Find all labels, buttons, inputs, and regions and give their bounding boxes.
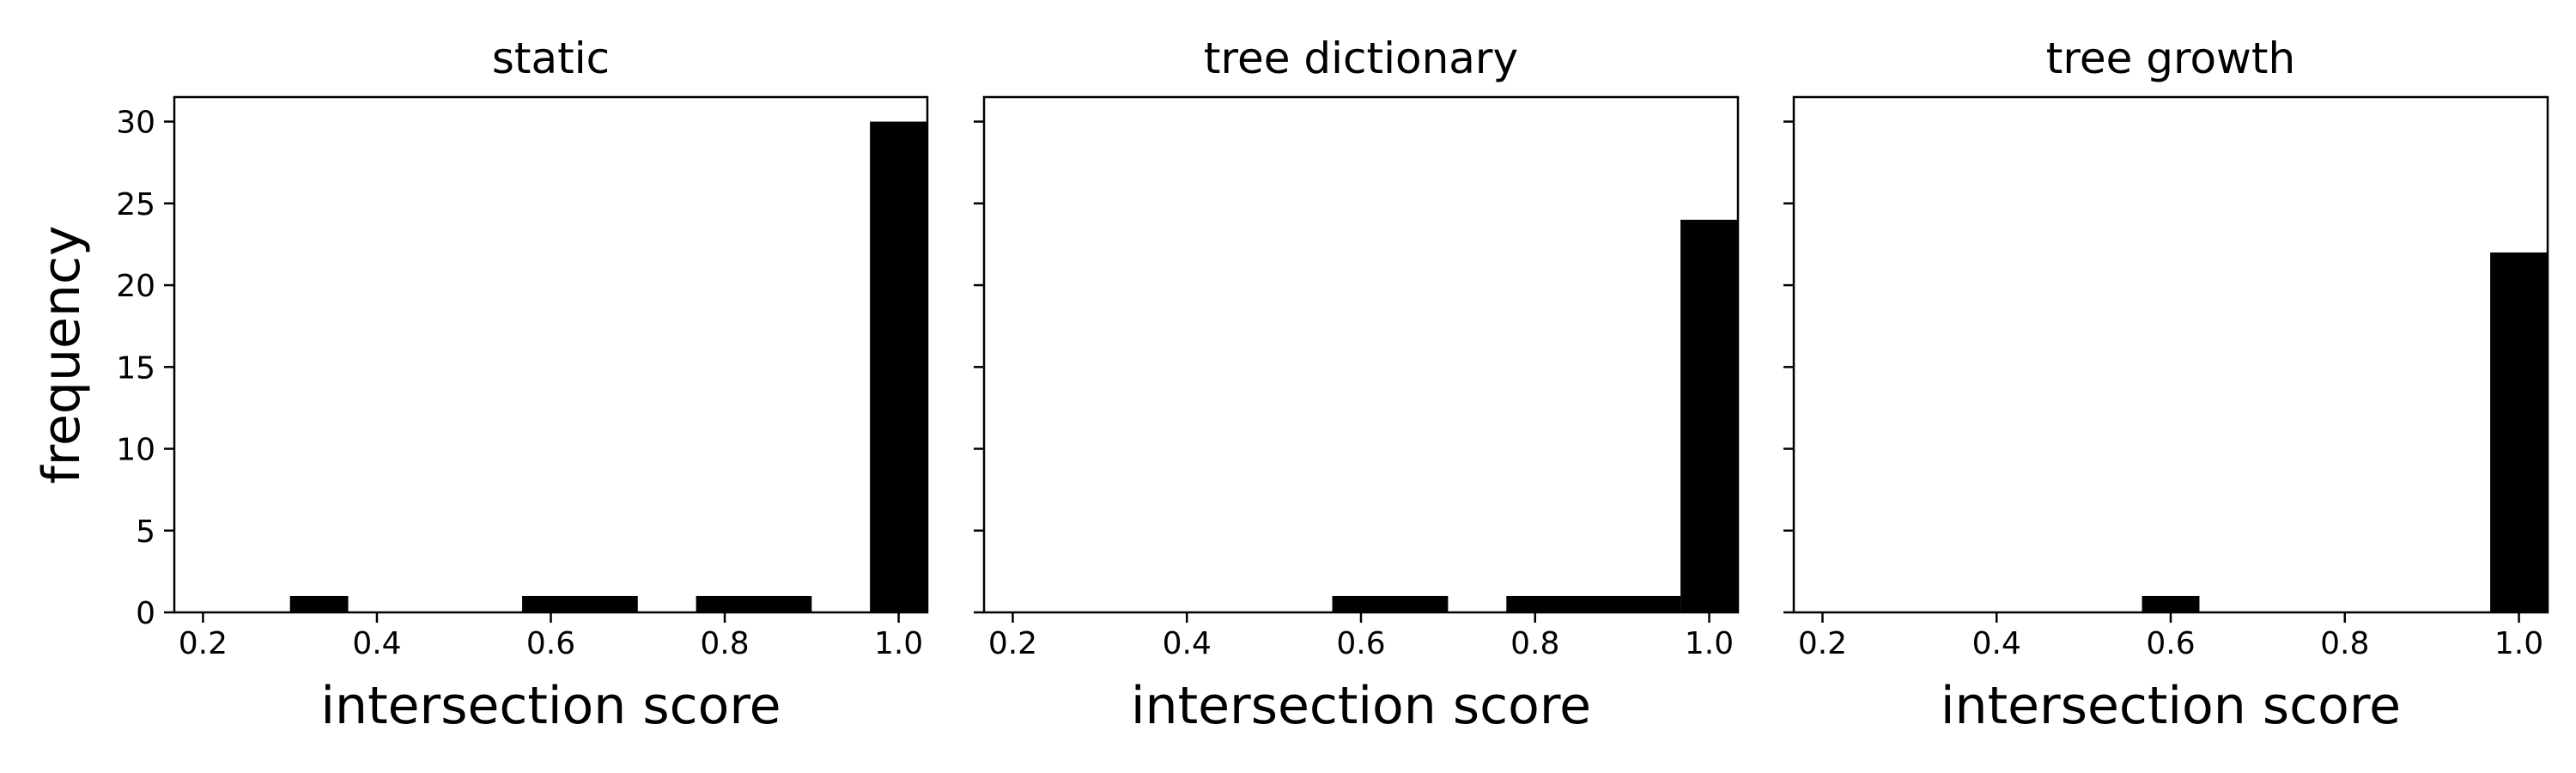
x-axis-label: intersection score — [320, 676, 781, 736]
plot-frame — [982, 95, 1740, 614]
histogram-bar — [522, 595, 638, 612]
y-tick-label: 15 — [116, 350, 155, 386]
histogram-bar — [2490, 252, 2548, 612]
x-axis-label: intersection score — [1941, 676, 2401, 736]
x-tick-label: 0.8 — [700, 626, 749, 661]
x-tick-label: 0.8 — [1510, 626, 1559, 661]
plot-frame — [1792, 95, 2549, 614]
x-tick-label: 1.0 — [2494, 626, 2543, 661]
x-tick-label: 0.6 — [1336, 626, 1385, 661]
histogram-bar — [696, 595, 812, 612]
y-tick-label: 20 — [116, 269, 155, 304]
x-tick-label: 1.0 — [874, 626, 923, 661]
x-tick-label: 1.0 — [1685, 626, 1734, 661]
x-axis-label: intersection score — [1131, 676, 1591, 736]
histogram-bar — [1332, 595, 1449, 612]
x-tick-label: 0.8 — [2320, 626, 2369, 661]
histogram-bar — [2142, 595, 2200, 612]
x-tick-label: 0.6 — [526, 626, 575, 661]
histogram-bar — [870, 121, 927, 613]
subplot-2: 0.2 0.4 0.6 0.8 1.0 tree dictionary intersecti… — [974, 33, 1740, 736]
plot-frame — [173, 95, 929, 614]
x-tick-label: 0.4 — [1972, 626, 2021, 661]
histogram-bar — [1680, 219, 1738, 612]
y-tick-label: 5 — [136, 514, 155, 550]
y-tick-label: 25 — [116, 187, 155, 222]
subplot-title: tree growth — [2046, 33, 2295, 83]
histogram-bar — [289, 595, 349, 612]
y-tick-label: 0 — [136, 596, 155, 631]
x-tick-label: 0.2 — [179, 626, 228, 661]
y-axis-label: frequency — [32, 226, 92, 484]
histogram-bar — [1506, 595, 1681, 612]
x-tick-label: 0.2 — [1798, 626, 1847, 661]
subplot-3: 0.2 0.4 0.6 0.8 1.0 tree growth intersection s… — [1783, 33, 2549, 736]
x-tick-label: 0.4 — [1163, 626, 1212, 661]
subplot-title: static — [492, 33, 610, 83]
x-tick-label: 0.4 — [352, 626, 401, 661]
y-tick-label: 10 — [116, 433, 155, 468]
x-tick-label: 0.6 — [2146, 626, 2195, 661]
subplot-1: 0.2 0.4 0.6 0.8 1.0 0 5 10 15 20 25 30 static interse… — [32, 33, 929, 736]
y-tick-label: 30 — [116, 106, 155, 141]
subplot-title: tree dictionary — [1204, 33, 1518, 83]
x-tick-label: 0.2 — [988, 626, 1037, 661]
